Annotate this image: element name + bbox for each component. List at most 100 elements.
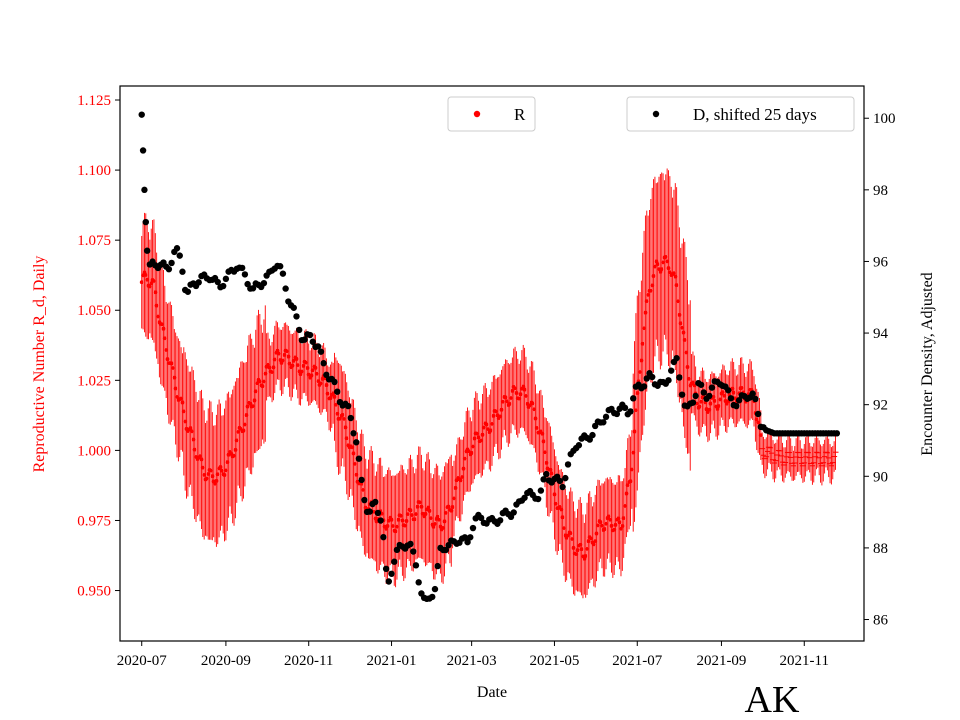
- d-point: [142, 218, 149, 226]
- d-point: [290, 304, 297, 311]
- legend-d: D, shifted 25 days: [626, 96, 855, 132]
- y-right-tick-label: 90: [873, 469, 888, 485]
- x-tick-label: 2021-09: [696, 653, 746, 669]
- d-point: [706, 392, 713, 400]
- d-point: [179, 268, 186, 275]
- d-point: [249, 285, 257, 292]
- y-left-tick-label: 1.050: [77, 303, 111, 319]
- d-point: [195, 279, 202, 286]
- d-point: [382, 565, 390, 573]
- y-right-tick-label: 88: [873, 541, 888, 557]
- d-point: [315, 343, 322, 350]
- d-point: [407, 540, 414, 548]
- d-point: [556, 477, 564, 485]
- d-point: [467, 534, 474, 541]
- x-tick-label: 2020-07: [117, 653, 167, 669]
- y-axis-right-label: Encounter Density, Adjusted: [919, 272, 936, 455]
- y-right-tick-label: 86: [873, 613, 889, 629]
- y-left-tick-label: 0.950: [77, 584, 111, 600]
- d-point: [749, 390, 756, 397]
- d-point: [445, 542, 452, 549]
- d-point: [317, 348, 325, 355]
- legend-r-box: [447, 96, 536, 132]
- d-point: [141, 186, 148, 194]
- d-point: [282, 285, 289, 292]
- d-point: [754, 410, 762, 418]
- d-point: [331, 378, 338, 386]
- d-point: [334, 388, 341, 395]
- y-axis-right: 86 88 90 92 94 96 98 100: [864, 111, 896, 629]
- d-point: [377, 517, 384, 524]
- d-point: [543, 470, 550, 478]
- d-point: [700, 389, 707, 396]
- d-point: [725, 387, 732, 394]
- d-point: [260, 279, 268, 287]
- legend-d-box: [626, 96, 855, 132]
- d-point: [434, 562, 441, 570]
- y-axis-left-label: Reproductive Number R_d, Daily: [31, 256, 48, 473]
- d-point: [461, 534, 469, 541]
- d-point: [138, 111, 145, 118]
- d-point: [393, 546, 401, 554]
- d-point: [320, 360, 327, 367]
- d-point: [301, 336, 308, 343]
- d-point: [521, 494, 528, 501]
- d-point: [589, 431, 596, 439]
- d-point: [366, 508, 374, 515]
- y-left-tick-label: 1.075: [77, 233, 111, 249]
- d-point: [534, 495, 542, 503]
- d-point: [410, 548, 417, 555]
- plot-area-frame: [119, 85, 865, 642]
- x-tick-label: 2021-05: [529, 653, 579, 669]
- x-axis-label: Date: [477, 684, 507, 701]
- legend-d-label: D, shifted 25 days: [693, 105, 817, 124]
- x-tick-label: 2021-07: [612, 653, 662, 669]
- d-point: [391, 558, 398, 565]
- d-point: [355, 455, 363, 462]
- d-point: [176, 252, 183, 259]
- d-point: [727, 395, 735, 402]
- d-point: [689, 399, 697, 406]
- d-point: [241, 271, 249, 278]
- d-point: [477, 514, 485, 522]
- r-series-layer: [139, 168, 839, 599]
- d-point: [173, 245, 181, 252]
- d-point: [673, 354, 680, 362]
- d-point: [143, 247, 151, 254]
- d-point: [372, 498, 379, 506]
- d-point: [621, 404, 629, 412]
- d-point: [168, 259, 175, 267]
- d-point: [431, 585, 439, 593]
- d-point: [415, 579, 422, 586]
- d-point: [540, 476, 547, 483]
- d-point: [238, 264, 246, 272]
- x-tick-label: 2021-01: [367, 653, 417, 669]
- y-right-tick-label: 96: [873, 254, 889, 270]
- x-tick-label: 2020-09: [201, 653, 251, 669]
- d-point: [752, 395, 759, 403]
- d-point: [139, 147, 147, 154]
- d-point: [350, 430, 357, 437]
- d-point: [708, 384, 716, 391]
- d-point: [374, 509, 382, 517]
- legend-r-marker: [473, 110, 481, 118]
- legend-r-label: R: [514, 105, 526, 124]
- d-point: [833, 430, 841, 437]
- d-point: [219, 282, 227, 290]
- d-point: [380, 533, 387, 541]
- d-point: [640, 383, 648, 390]
- y-right-tick-label: 100: [873, 111, 896, 127]
- d-point: [442, 546, 450, 554]
- legend-d-marker: [652, 110, 660, 118]
- d-point: [697, 381, 705, 388]
- y-right-tick-label: 98: [873, 183, 888, 199]
- d-point: [665, 377, 672, 384]
- d-point: [165, 265, 173, 273]
- d-point: [412, 562, 420, 569]
- x-tick-label: 2021-03: [447, 653, 497, 669]
- d-point: [496, 517, 504, 524]
- y-right-tick-label: 94: [873, 326, 889, 342]
- y-left-tick-label: 1.100: [77, 163, 111, 179]
- d-point: [279, 270, 287, 277]
